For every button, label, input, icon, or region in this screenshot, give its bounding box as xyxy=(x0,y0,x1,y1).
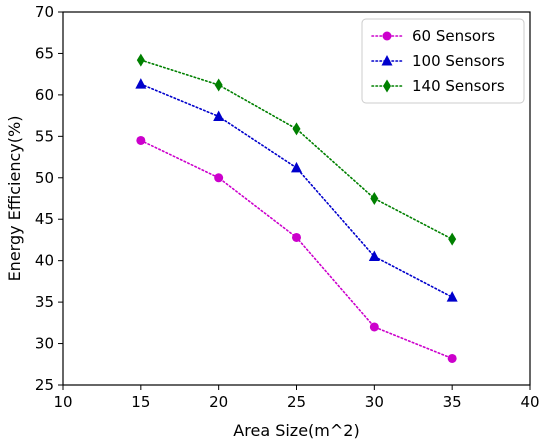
data-point xyxy=(369,322,379,332)
legend-box xyxy=(361,18,525,104)
x-tick-label: 40 xyxy=(520,393,539,411)
data-point xyxy=(447,353,457,363)
data-point xyxy=(214,173,224,183)
legend-item: 100 Sensors xyxy=(371,52,505,70)
legend-marker xyxy=(382,31,392,41)
data-point xyxy=(213,110,225,121)
data-point xyxy=(291,161,302,173)
y-tick-label: 55 xyxy=(35,127,54,145)
y-tick-label: 45 xyxy=(35,210,54,228)
legend-marker xyxy=(383,79,391,93)
series-100-sensors xyxy=(135,78,458,302)
y-tick-label: 60 xyxy=(35,86,54,104)
series-140-sensors xyxy=(136,53,457,246)
x-tick-label: 35 xyxy=(443,393,462,411)
y-tick-label: 35 xyxy=(35,293,54,311)
data-point xyxy=(370,192,379,205)
x-tick-label: 20 xyxy=(209,393,228,411)
legend-label: 60 Sensors xyxy=(412,27,495,45)
data-point xyxy=(136,53,145,67)
x-tick-label: 25 xyxy=(287,393,306,411)
x-tick-label: 30 xyxy=(365,393,384,411)
legend-item: 60 Sensors xyxy=(371,27,495,45)
plot-area xyxy=(135,53,458,363)
data-point xyxy=(448,232,457,246)
legend-label: 140 Sensors xyxy=(412,77,505,95)
series-60-sensors xyxy=(136,135,457,363)
data-point xyxy=(214,78,223,92)
x-tick-label: 15 xyxy=(131,393,150,411)
data-point xyxy=(292,232,301,242)
legend: 60 Sensors 100 Sensors 140 Sensors xyxy=(361,18,525,104)
legend-item: 140 Sensors xyxy=(371,77,505,95)
legend-label: 100 Sensors xyxy=(412,52,505,70)
y-tick-label: 50 xyxy=(35,169,54,187)
x-tick-label: 10 xyxy=(53,393,72,411)
data-point xyxy=(446,291,458,302)
y-tick-label: 40 xyxy=(35,252,54,270)
data-point xyxy=(368,250,380,262)
data-point xyxy=(136,135,146,145)
y-tick-label: 25 xyxy=(35,376,54,394)
data-point xyxy=(135,78,147,89)
data-point xyxy=(292,122,301,136)
legend-marker xyxy=(381,55,393,66)
y-tick-label: 30 xyxy=(35,335,54,353)
y-tick-label: 65 xyxy=(35,44,54,62)
axis-ticks: 10 15 20 25 30 35 40 25 30 35 40 45 50 55 60 65 70 xyxy=(35,3,540,411)
series-line xyxy=(140,59,453,240)
y-axis-label: Energy Efficiency(%) xyxy=(5,116,24,282)
y-tick-label: 70 xyxy=(35,3,54,21)
x-axis-label: Area Size(m^2) xyxy=(233,421,359,440)
